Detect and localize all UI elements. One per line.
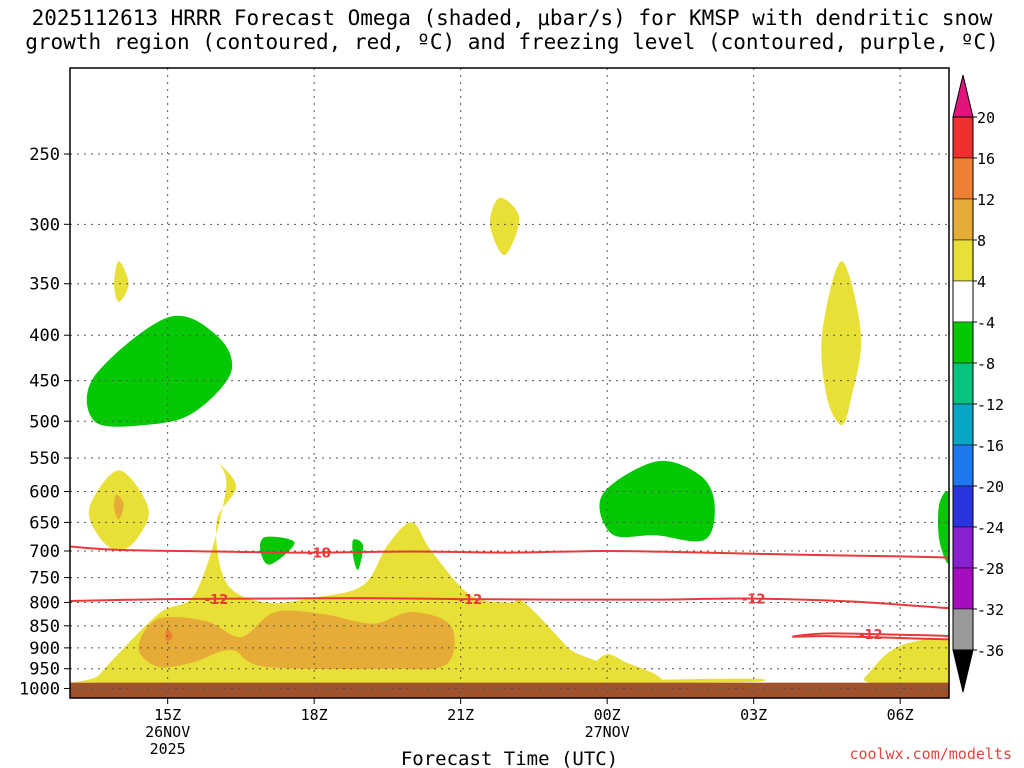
ytick-label-850: 850 bbox=[29, 617, 60, 637]
colorbar-label-3: 8 bbox=[977, 232, 986, 250]
omega-region-9 bbox=[938, 491, 949, 564]
omega-region-2 bbox=[86, 315, 233, 427]
dendritic-contour-1 bbox=[70, 597, 949, 610]
colorbar-label-1: 16 bbox=[977, 150, 995, 168]
colorbar-box-10 bbox=[952, 526, 974, 569]
ytick-label-600: 600 bbox=[29, 483, 60, 503]
colorbar-label-11: -28 bbox=[977, 560, 1004, 578]
colorbar-bottom-arrow bbox=[952, 649, 974, 693]
colorbar-box-4 bbox=[952, 280, 974, 323]
colorbar-label-10: -24 bbox=[977, 519, 1004, 537]
xtick-label-21Z: 21Z bbox=[447, 706, 474, 724]
plot-frame bbox=[69, 67, 950, 699]
dendritic-contour-2 bbox=[791, 632, 949, 641]
ytick-label-300: 300 bbox=[29, 215, 60, 235]
contour-label-1-1: -12 bbox=[459, 593, 483, 608]
xtick-label-06Z: 06Z bbox=[887, 706, 914, 724]
omega-region-3 bbox=[821, 261, 862, 426]
ytick-label-250: 250 bbox=[29, 145, 60, 165]
ytick-label-800: 800 bbox=[29, 593, 60, 613]
ytick-label-500: 500 bbox=[29, 412, 60, 432]
colorbar-label-7: -12 bbox=[977, 396, 1004, 414]
ytick-label-350: 350 bbox=[29, 275, 60, 295]
colorbar-box-8 bbox=[952, 444, 974, 487]
xtick-label2-00Z: 27NOV bbox=[585, 723, 630, 741]
watermark: coolwx.com/modelts bbox=[849, 745, 1012, 763]
xtick-label2-15Z: 26NOV bbox=[145, 723, 190, 741]
colorbar-label-6: -8 bbox=[977, 355, 995, 373]
ytick-label-700: 700 bbox=[29, 542, 60, 562]
colorbar-box-1 bbox=[952, 157, 974, 200]
xtick-label-15Z: 15Z bbox=[154, 706, 181, 724]
contour-label-1-0: -12 bbox=[205, 593, 229, 608]
colorbar-box-11 bbox=[952, 567, 974, 610]
ytick-label-650: 650 bbox=[29, 513, 60, 533]
contour-label-0-0: -18 bbox=[307, 547, 331, 562]
omega-region-13 bbox=[863, 638, 949, 687]
plot-area: -18 -12 -12 -12 -12 bbox=[70, 68, 949, 698]
colorbar-box-6 bbox=[952, 362, 974, 405]
colorbar-label-2: 12 bbox=[977, 191, 995, 209]
colorbar-label-0: 20 bbox=[977, 109, 995, 127]
ground-terrain bbox=[70, 682, 949, 698]
omega-region-15 bbox=[165, 629, 173, 642]
omega-region-12 bbox=[643, 678, 766, 683]
ytick-label-450: 450 bbox=[29, 372, 60, 392]
xtick-label3-15Z: 2025 bbox=[150, 740, 186, 758]
contour-label-1-2: -12 bbox=[742, 593, 766, 608]
colorbar-top-arrow bbox=[952, 74, 974, 118]
colorbar-label-8: -16 bbox=[977, 437, 1004, 455]
colorbar-frame bbox=[952, 116, 974, 651]
xtick-label-00Z: 00Z bbox=[594, 706, 621, 724]
omega-region-14 bbox=[138, 610, 455, 670]
colorbar-label-5: -4 bbox=[977, 314, 995, 332]
omega-region-0 bbox=[489, 197, 520, 256]
ytick-label-550: 550 bbox=[29, 449, 60, 469]
ytick-label-400: 400 bbox=[29, 326, 60, 346]
ytick-label-750: 750 bbox=[29, 569, 60, 589]
ytick-label-900: 900 bbox=[29, 639, 60, 659]
omega-region-1 bbox=[114, 261, 129, 302]
omega-region-8 bbox=[599, 460, 715, 542]
ytick-label-1000: 1000 bbox=[19, 679, 60, 699]
omega-region-6 bbox=[260, 536, 295, 565]
xtick-label-03Z: 03Z bbox=[740, 706, 767, 724]
xtick-label-18Z: 18Z bbox=[301, 706, 328, 724]
colorbar-box-0 bbox=[952, 116, 974, 159]
dendritic-contour-0 bbox=[70, 545, 949, 559]
x-axis-label: Forecast Time (UTC) bbox=[401, 748, 618, 768]
colorbar-label-13: -36 bbox=[977, 642, 1004, 660]
colorbar-label-4: 4 bbox=[977, 273, 986, 291]
colorbar-box-9 bbox=[952, 485, 974, 528]
ytick-label-950: 950 bbox=[29, 660, 60, 680]
omega-region-7 bbox=[352, 539, 364, 571]
colorbar-box-12 bbox=[952, 608, 974, 651]
colorbar-box-3 bbox=[952, 239, 974, 282]
omega-region-5 bbox=[113, 494, 124, 520]
contour-label-2-0: -12 bbox=[859, 628, 883, 643]
colorbar-box-2 bbox=[952, 198, 974, 241]
chart-title: 2025112613 HRRR Forecast Omega (shaded, … bbox=[25, 6, 999, 54]
colorbar-box-5 bbox=[952, 321, 974, 364]
colorbar-label-9: -20 bbox=[977, 478, 1004, 496]
colorbar-box-7 bbox=[952, 403, 974, 446]
colorbar-label-12: -32 bbox=[977, 601, 1004, 619]
